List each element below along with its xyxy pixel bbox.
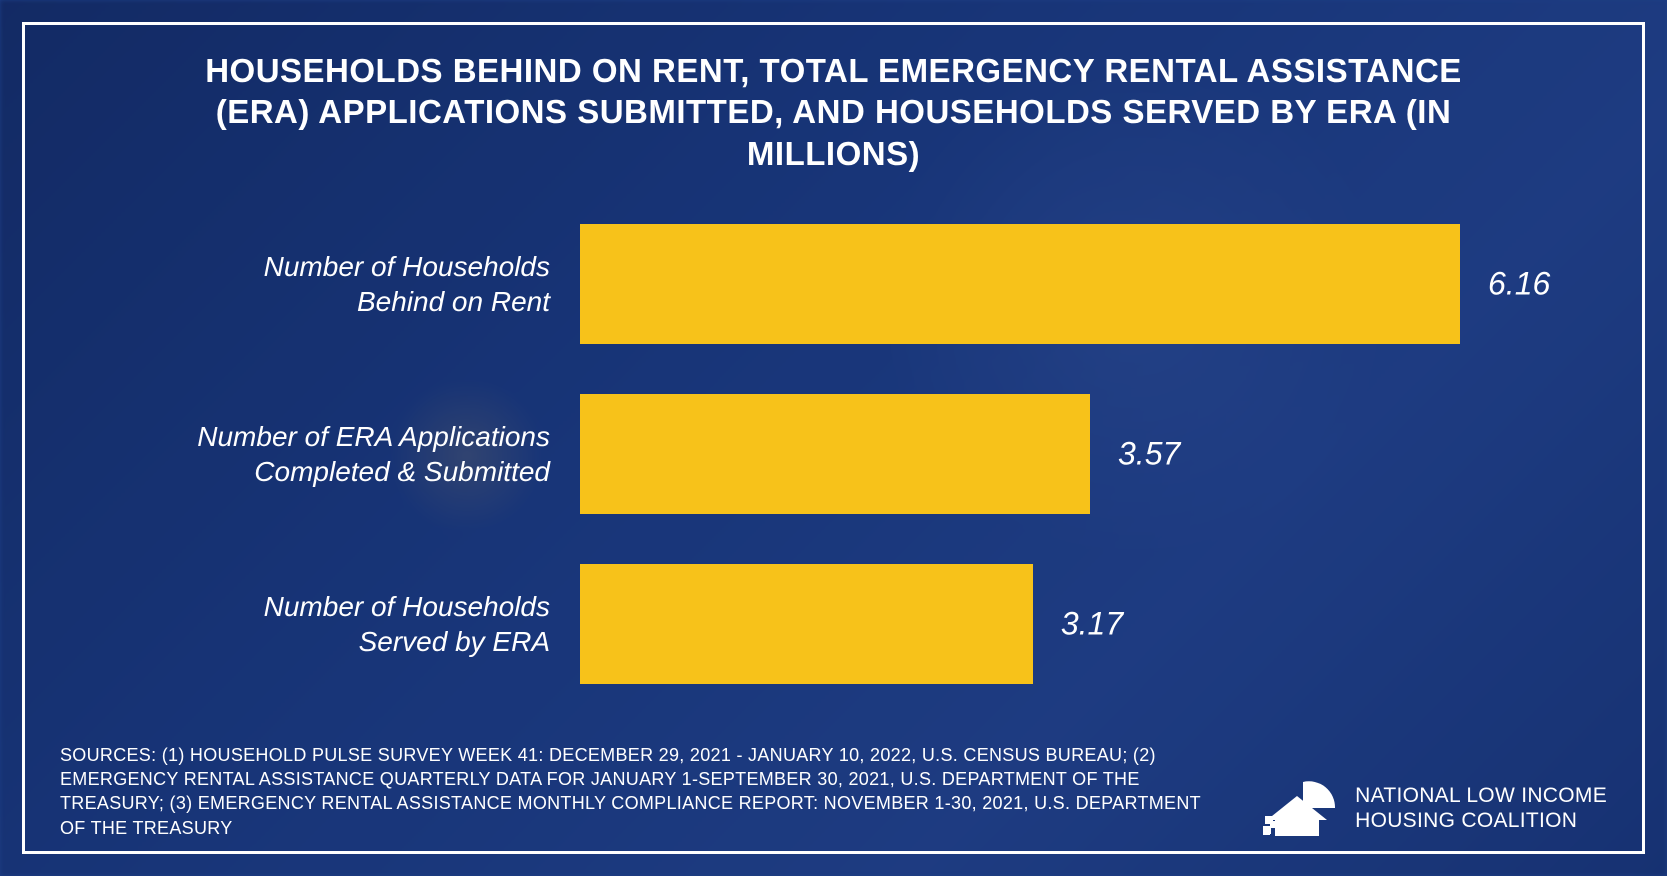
footer: SOURCES: (1) HOUSEHOLD PULSE SURVEY WEEK… bbox=[60, 743, 1607, 840]
bar-label-line: Number of Households bbox=[264, 591, 550, 622]
bar-label-line: Completed & Submitted bbox=[254, 456, 550, 487]
bar-value: 3.17 bbox=[1061, 605, 1123, 642]
org-name-line: HOUSING COALITION bbox=[1355, 809, 1577, 832]
content-area: HOUSEHOLDS BEHIND ON RENT, TOTAL EMERGEN… bbox=[0, 0, 1667, 876]
bar-label: Number of Households Served by ERA bbox=[60, 589, 580, 659]
bar-track: 6.16 bbox=[580, 224, 1460, 344]
chart-title: HOUSEHOLDS BEHIND ON RENT, TOTAL EMERGEN… bbox=[184, 50, 1484, 174]
bar-value: 6.16 bbox=[1488, 265, 1550, 302]
bar-label-line: Behind on Rent bbox=[357, 286, 550, 317]
org-name-line: NATIONAL LOW INCOME bbox=[1355, 784, 1607, 807]
org-name: NATIONAL LOW INCOME HOUSING COALITION bbox=[1355, 783, 1607, 833]
bar-fill bbox=[580, 224, 1460, 344]
house-icon bbox=[1263, 776, 1337, 840]
bar-value: 3.57 bbox=[1118, 435, 1180, 472]
bar-row: Number of ERA Applications Completed & S… bbox=[60, 394, 1607, 514]
bar-track: 3.57 bbox=[580, 394, 1460, 514]
bar-fill bbox=[580, 394, 1090, 514]
bar-fill bbox=[580, 564, 1033, 684]
org-logo: NATIONAL LOW INCOME HOUSING COALITION bbox=[1263, 776, 1607, 840]
bar-row: Number of Households Served by ERA 3.17 bbox=[60, 564, 1607, 684]
bar-label-line: Number of ERA Applications bbox=[197, 421, 550, 452]
bar-label-line: Served by ERA bbox=[359, 626, 550, 657]
bar-track: 3.17 bbox=[580, 564, 1460, 684]
bar-row: Number of Households Behind on Rent 6.16 bbox=[60, 224, 1607, 344]
bar-label-line: Number of Households bbox=[264, 251, 550, 282]
bar-label: Number of Households Behind on Rent bbox=[60, 249, 580, 319]
bar-label: Number of ERA Applications Completed & S… bbox=[60, 419, 580, 489]
sources-text: SOURCES: (1) HOUSEHOLD PULSE SURVEY WEEK… bbox=[60, 743, 1223, 840]
